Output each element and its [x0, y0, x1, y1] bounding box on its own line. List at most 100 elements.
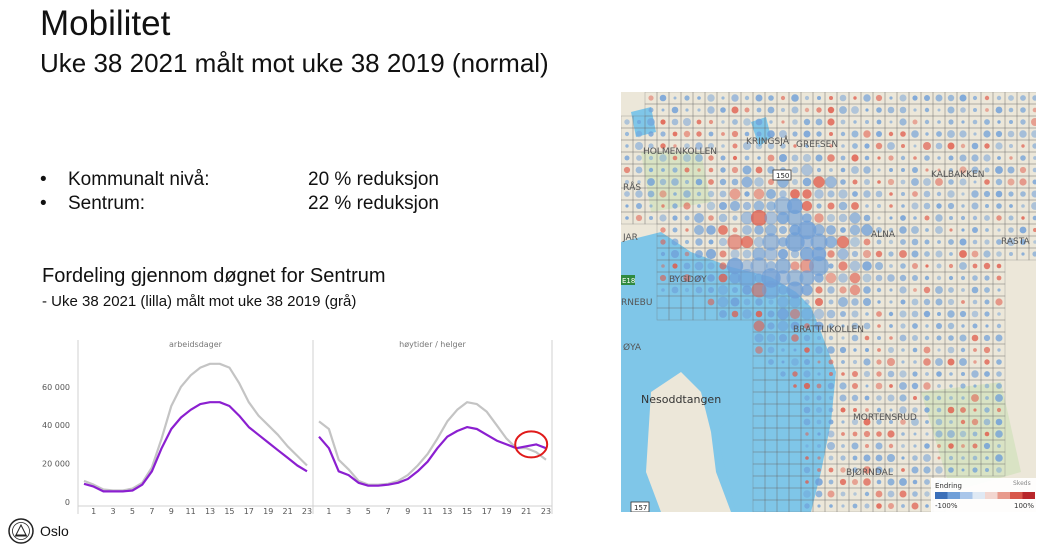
map-change-dot	[877, 180, 881, 184]
map-change-dot	[949, 216, 953, 220]
map-change-dot	[840, 311, 846, 317]
map-change-dot	[726, 257, 744, 275]
map-change-dot	[899, 310, 907, 318]
map-change-dot	[937, 240, 941, 244]
map-change-dot	[1008, 215, 1014, 221]
map-change-dot	[983, 130, 991, 138]
map-change-dot	[971, 190, 979, 198]
map-change-dot	[708, 167, 714, 173]
map-change-dot	[936, 131, 942, 137]
map-change-dot	[947, 202, 955, 210]
map-change-dot	[802, 213, 812, 223]
map-change-dot	[961, 372, 965, 376]
map-change-dot	[793, 348, 797, 352]
map-change-dot	[875, 190, 883, 198]
x-tick-label: 13	[442, 507, 452, 516]
map-change-dot	[683, 118, 691, 126]
map-change-dot	[696, 131, 702, 137]
map-change-dot	[960, 275, 966, 281]
map-change-dot	[935, 298, 943, 306]
map-change-dot	[661, 108, 665, 112]
map-change-dot	[841, 444, 845, 448]
map-change-dot	[876, 419, 882, 425]
map-change-dot	[936, 203, 942, 209]
map-change-dot	[925, 132, 929, 136]
map-change-dot	[839, 478, 847, 486]
map-change-dot	[754, 177, 764, 187]
map-change-dot	[985, 324, 989, 328]
map-change-dot	[876, 227, 882, 233]
map-label: ØYA	[623, 342, 642, 353]
map-change-dot	[911, 202, 919, 210]
map-change-dot	[816, 203, 822, 209]
map-change-dot	[959, 310, 967, 318]
map-change-dot	[625, 204, 629, 208]
map-change-dot	[1020, 107, 1026, 113]
map-change-dot	[777, 296, 789, 308]
map-change-dot	[624, 155, 630, 161]
map-change-dot	[840, 467, 846, 473]
map-change-dot	[913, 108, 917, 112]
map-change-dot	[672, 203, 678, 209]
map-change-dot	[973, 408, 977, 412]
map-change-dot	[935, 94, 943, 102]
map-change-dot	[827, 190, 835, 198]
map-change-dot	[935, 226, 943, 234]
map-change-dot	[800, 235, 814, 249]
map-change-dot	[984, 431, 990, 437]
map-change-dot	[887, 106, 895, 114]
x-tick-label: 7	[386, 507, 391, 516]
map-change-dot	[925, 504, 929, 508]
map-change-dot	[961, 228, 965, 232]
map-change-dot	[647, 190, 655, 198]
map-change-dot	[768, 299, 774, 305]
map-change-dot	[948, 287, 954, 293]
map-change-dot	[1031, 118, 1036, 126]
map-change-dot	[961, 456, 965, 460]
map-change-dot	[720, 107, 726, 113]
map-change-dot	[913, 396, 917, 400]
map-change-dot	[829, 132, 833, 136]
map-change-dot	[972, 227, 978, 233]
map-change-dot	[984, 311, 990, 317]
map-change-dot	[911, 418, 919, 426]
map-change-dot	[983, 418, 991, 426]
map-change-dot	[768, 179, 774, 185]
map-change-dot	[862, 273, 872, 283]
map-change-dot	[865, 384, 869, 388]
map-change-dot	[755, 310, 763, 318]
map-change-dot	[913, 216, 917, 220]
map-change-dot	[995, 394, 1003, 402]
map-change-dot	[887, 370, 895, 378]
map-change-dot	[900, 239, 906, 245]
map-change-dot	[853, 348, 857, 352]
map-change-dot	[1008, 227, 1014, 233]
x-tick-label: 15	[224, 507, 234, 516]
map-change-dot	[790, 189, 800, 199]
legend-swatch	[972, 492, 985, 499]
map-change-dot	[983, 250, 991, 258]
map-change-dot	[684, 95, 690, 101]
map-change-dot	[648, 143, 654, 149]
map-change-dot	[828, 335, 834, 341]
map-change-dot	[660, 131, 666, 137]
map-change-dot	[913, 360, 917, 364]
map-change-dot	[684, 251, 690, 257]
map-change-dot	[780, 107, 786, 113]
map-change-dot	[817, 144, 821, 148]
map-change-dot	[948, 239, 954, 245]
map-change-dot	[637, 180, 641, 184]
map-change-dot	[864, 491, 870, 497]
map-label: BJØRNDAL	[846, 467, 893, 478]
mobility-map[interactable]: HOLMENKOLLEN KRINGSJÅ GREFSEN KALBAKKEN …	[621, 92, 1036, 512]
bullet-value: 22 % reduksjon	[308, 193, 439, 214]
map-change-dot	[899, 334, 907, 342]
map-change-dot	[803, 334, 811, 342]
map-change-dot	[767, 106, 775, 114]
legend-max-label: 100%	[1014, 502, 1034, 510]
map-change-dot	[875, 262, 883, 270]
map-change-dot	[984, 371, 990, 377]
map-change-dot	[851, 250, 859, 258]
map-change-dot	[648, 155, 654, 161]
map-change-dot	[1020, 191, 1026, 197]
